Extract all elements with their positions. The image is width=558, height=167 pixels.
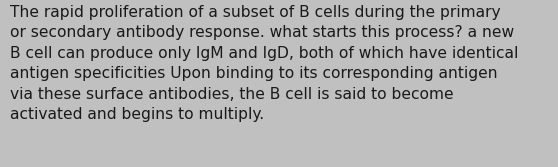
Text: The rapid proliferation of a subset of B cells during the primary
or secondary a: The rapid proliferation of a subset of B…	[10, 5, 518, 122]
